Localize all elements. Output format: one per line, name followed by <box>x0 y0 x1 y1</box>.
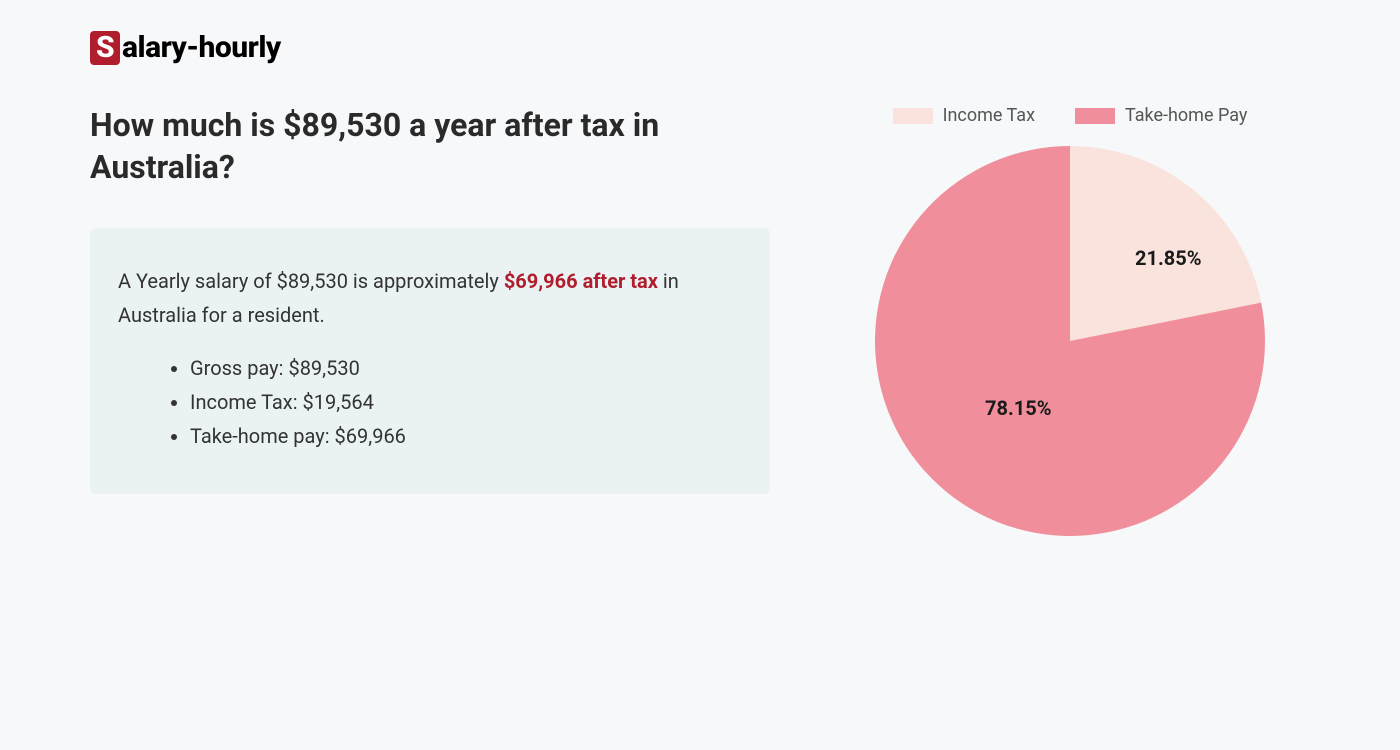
right-column: Income Tax Take-home Pay 21.85% 78.15% <box>830 105 1310 536</box>
logo-text: alary-hourly <box>122 30 281 65</box>
chart-legend: Income Tax Take-home Pay <box>893 105 1248 126</box>
pie-slice-label: 21.85% <box>1135 246 1201 270</box>
legend-swatch <box>1075 108 1115 124</box>
legend-item-take-home: Take-home Pay <box>1075 105 1247 126</box>
legend-label: Income Tax <box>943 105 1035 126</box>
list-item: Gross pay: $89,530 <box>190 356 742 380</box>
summary-list: Gross pay: $89,530 Income Tax: $19,564 T… <box>118 356 742 448</box>
legend-label: Take-home Pay <box>1125 105 1247 126</box>
page-headline: How much is $89,530 a year after tax in … <box>90 105 770 188</box>
list-item: Income Tax: $19,564 <box>190 390 742 414</box>
summary-sentence: A Yearly salary of $89,530 is approximat… <box>118 264 742 332</box>
summary-box: A Yearly salary of $89,530 is approximat… <box>90 228 770 494</box>
pie-svg <box>875 146 1265 536</box>
summary-prefix: A Yearly salary of $89,530 is approximat… <box>118 269 504 293</box>
pie-chart: 21.85% 78.15% <box>875 146 1265 536</box>
list-item: Take-home pay: $69,966 <box>190 424 742 448</box>
legend-item-income-tax: Income Tax <box>893 105 1035 126</box>
logo-badge: S <box>90 31 120 65</box>
pie-slice-label: 78.15% <box>985 396 1051 420</box>
summary-highlight: $69,966 after tax <box>504 269 658 293</box>
main-content: How much is $89,530 a year after tax in … <box>90 105 1310 536</box>
left-column: How much is $89,530 a year after tax in … <box>90 105 770 536</box>
site-logo: Salary-hourly <box>90 30 1310 65</box>
legend-swatch <box>893 108 933 124</box>
